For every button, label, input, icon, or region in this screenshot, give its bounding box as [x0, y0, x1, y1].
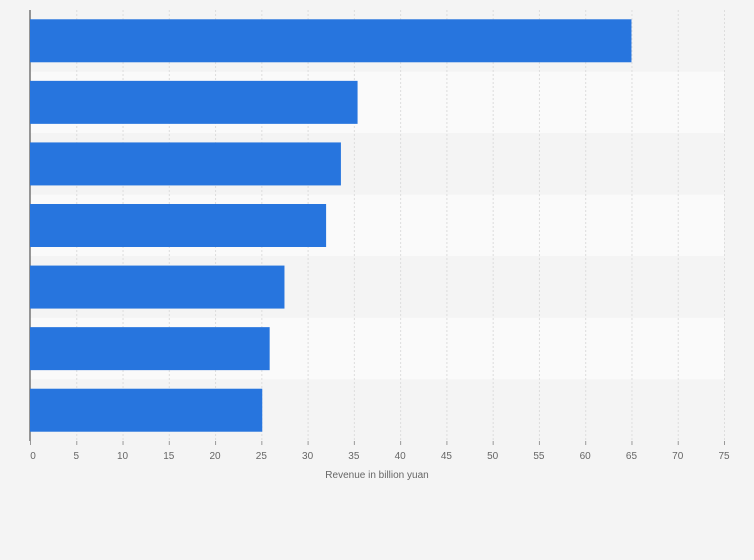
bar — [30, 327, 270, 371]
bar — [30, 204, 327, 247]
x-tick-label: 75 — [718, 451, 730, 462]
bar — [30, 19, 632, 63]
x-tick-label: 20 — [210, 451, 222, 462]
x-tick-label: 25 — [256, 451, 268, 462]
x-tick-label: 0 — [30, 451, 36, 462]
x-tick-label: 15 — [163, 451, 175, 462]
x-tick-label: 55 — [533, 451, 545, 462]
x-tick-label: 50 — [487, 451, 499, 462]
x-tick-label: 5 — [73, 451, 79, 462]
bar — [30, 265, 285, 309]
x-tick-label: 35 — [348, 451, 360, 462]
x-axis-title: Revenue in billion yuan — [325, 470, 428, 481]
x-tick-label: 65 — [626, 451, 638, 462]
bar — [30, 80, 358, 124]
bars — [30, 19, 632, 432]
x-tick-label: 10 — [117, 451, 129, 462]
bar — [30, 388, 263, 432]
x-tick-label: 30 — [302, 451, 314, 462]
x-tick-label: 70 — [672, 451, 684, 462]
x-tick-label: 40 — [395, 451, 407, 462]
x-tick-label: 60 — [580, 451, 592, 462]
x-tick-label: 45 — [441, 451, 453, 462]
bar — [30, 142, 341, 186]
x-axis-ticks: 0 5 10 15 20 25 30 35 40 45 50 55 60 65 70 75 — [30, 441, 730, 462]
